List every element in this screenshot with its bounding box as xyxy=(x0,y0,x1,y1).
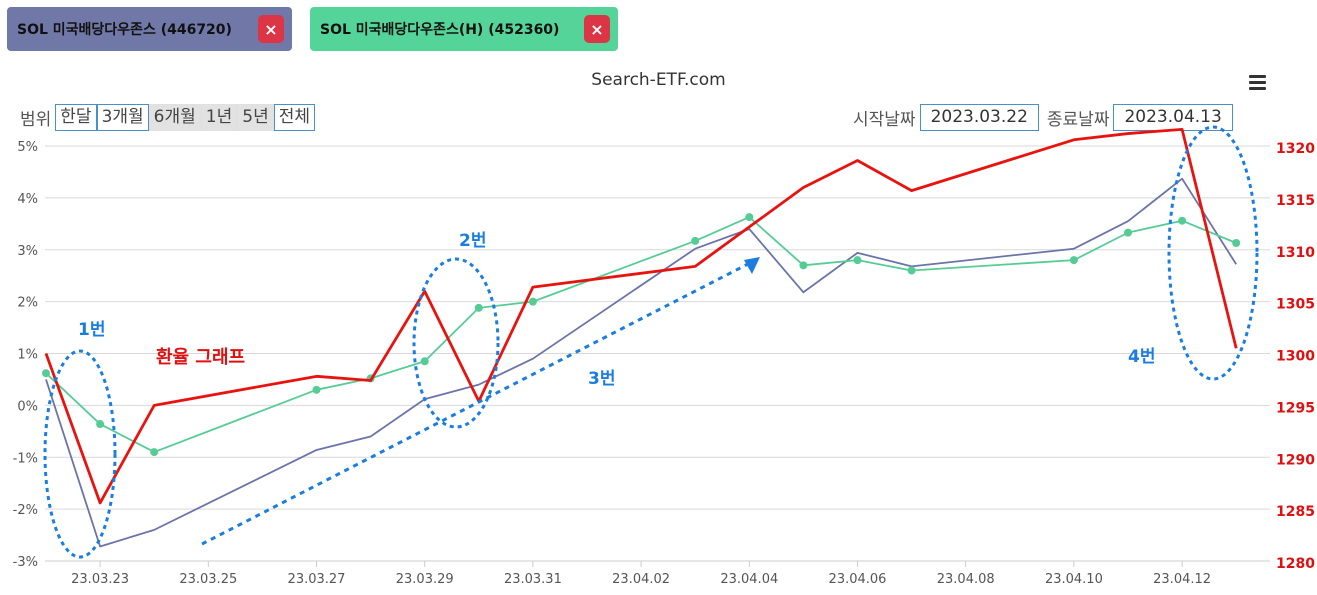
tag-label: SOL 미국배당다우존스(H) (452360) xyxy=(320,22,560,38)
annotation-arrow-3 xyxy=(201,262,749,546)
y-left-tick-label: -3% xyxy=(13,555,38,570)
y-left-tick-label: 1% xyxy=(17,348,38,363)
data-point-etf_452360 xyxy=(528,297,537,306)
range-button-all[interactable]: 전체 xyxy=(273,104,315,131)
hamburger-menu-icon[interactable] xyxy=(1249,75,1266,93)
x-tick-label: 23.03.25 xyxy=(179,572,237,587)
range-label: 범위 xyxy=(20,110,52,130)
y-right-tick-label: 1305 xyxy=(1276,297,1315,313)
data-point-etf_452360 xyxy=(96,420,105,429)
range-button-1y[interactable]: 1년 xyxy=(200,104,238,131)
y-left-tick-label: 0% xyxy=(17,399,38,414)
y-right-tick-label: 1280 xyxy=(1276,556,1315,572)
y-right-tick-label: 1300 xyxy=(1276,349,1315,365)
x-tick-label: 23.04.02 xyxy=(612,572,670,587)
data-point-etf_452360 xyxy=(420,357,429,366)
range-selector: 범위 한달 3개월 6개월 1년 5년 전체 xyxy=(20,104,315,131)
range-button-3m[interactable]: 3개월 xyxy=(96,104,149,131)
data-point-etf_452360 xyxy=(150,448,159,457)
x-tick-label: 23.04.04 xyxy=(720,572,778,587)
data-point-etf_452360 xyxy=(42,369,50,378)
x-tick-label: 23.04.12 xyxy=(1153,572,1211,587)
selected-etf-tag-446720: SOL 미국배당다우존스 (446720) × xyxy=(7,7,292,51)
data-point-etf_452360 xyxy=(1232,239,1241,248)
annotation-label-1: 1번 xyxy=(78,320,105,340)
tag-label: SOL 미국배당다우존스 (446720) xyxy=(17,22,232,38)
data-point-etf_452360 xyxy=(1069,256,1078,265)
data-point-etf_452360 xyxy=(691,236,700,245)
x-tick-label: 23.03.23 xyxy=(71,572,129,587)
annotation-label-2: 2번 xyxy=(459,231,486,251)
data-point-etf_452360 xyxy=(474,303,483,312)
chart-title: Search-ETF.com xyxy=(591,70,726,90)
annotation-label-4: 4번 xyxy=(1128,347,1155,367)
x-tick-label: 23.04.10 xyxy=(1045,572,1103,587)
x-tick-label: 23.04.06 xyxy=(829,572,887,587)
y-right-tick-label: 1320 xyxy=(1276,141,1315,157)
annotation-ellipse-1 xyxy=(43,349,117,559)
y-right-tick-label: 1315 xyxy=(1276,193,1315,209)
annotation-arrowhead-3 xyxy=(744,257,760,274)
selected-etf-tag-452360: SOL 미국배당다우존스(H) (452360) × xyxy=(310,7,618,51)
date-range: 시작날짜 2023.03.22 종료날짜 2023.04.13 xyxy=(853,104,1241,131)
x-tick-label: 23.04.08 xyxy=(937,572,995,587)
range-button-6m[interactable]: 6개월 xyxy=(148,104,201,131)
y-right-tick-label: 1285 xyxy=(1276,504,1315,520)
start-date-label: 시작날짜 xyxy=(853,110,916,130)
series-line-etf_452360 xyxy=(45,216,1237,453)
y-left-tick-label: 2% xyxy=(17,296,38,311)
y-right-tick-label: 1290 xyxy=(1276,452,1315,468)
x-tick-label: 23.03.27 xyxy=(288,572,346,587)
annotation-label-3: 3번 xyxy=(588,369,615,389)
y-left-tick-label: -1% xyxy=(13,451,38,466)
series-line-fx_rate xyxy=(44,127,1238,505)
x-tick-label: 23.03.29 xyxy=(396,572,454,587)
remove-tag-button[interactable]: × xyxy=(258,15,284,43)
annotation-fx-label: 환율 그래프 xyxy=(156,346,245,368)
y-right-tick-label: 1310 xyxy=(1276,245,1315,261)
annotation-ellipse-2 xyxy=(412,257,500,429)
data-point-etf_452360 xyxy=(799,261,808,270)
data-point-etf_452360 xyxy=(312,385,321,394)
y-left-tick-label: -2% xyxy=(13,503,38,518)
y-left-tick-label: 3% xyxy=(17,244,38,259)
remove-tag-button[interactable]: × xyxy=(584,15,610,43)
data-point-etf_452360 xyxy=(907,266,916,275)
end-date-label: 종료날짜 xyxy=(1046,110,1110,130)
range-button-5y[interactable]: 5년 xyxy=(237,104,274,131)
range-button-1m[interactable]: 한달 xyxy=(55,104,97,131)
start-date-input[interactable]: 2023.03.22 xyxy=(919,104,1039,131)
y-left-tick-label: 4% xyxy=(17,192,38,207)
data-point-etf_452360 xyxy=(1124,228,1132,237)
annotation-ellipse-4 xyxy=(1167,125,1259,381)
y-right-tick-label: 1295 xyxy=(1276,400,1315,416)
data-point-etf_452360 xyxy=(745,213,754,222)
x-tick-label: 23.03.31 xyxy=(504,572,562,587)
series-line-etf_446720 xyxy=(45,177,1237,548)
data-point-etf_452360 xyxy=(1178,216,1187,225)
data-point-etf_452360 xyxy=(853,256,862,265)
y-left-tick-label: 5% xyxy=(17,140,38,155)
